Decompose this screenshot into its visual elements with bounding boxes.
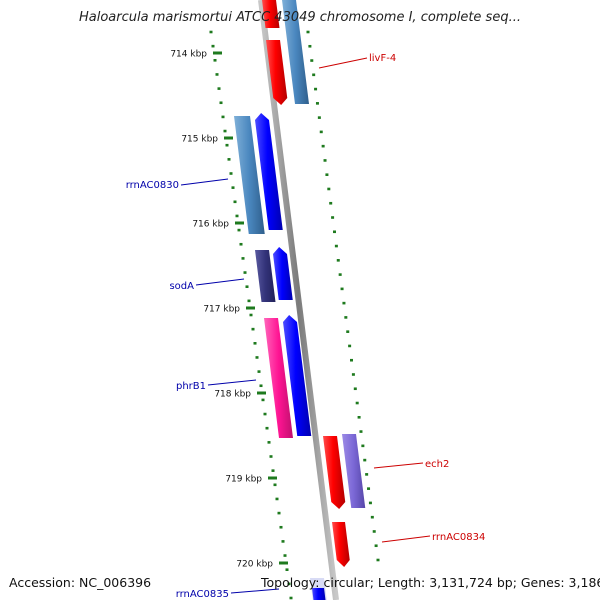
topology-text: Topology: circular; Length: 3,131,724 bp…	[261, 575, 600, 590]
rrnac0835-blue-arrow	[312, 588, 326, 600]
kbp-tick-label: 717 kbp	[203, 305, 240, 315]
gene-leader-line	[381, 535, 431, 543]
rrnac0834-red-arrow	[332, 522, 350, 567]
gene-leader-line	[230, 588, 280, 594]
gene-leader-line	[373, 462, 424, 469]
tick-dot-layer	[209, 30, 380, 600]
kbp-tick-label: 714 kbp	[170, 50, 207, 60]
map-title: Haloarcula marismortui ATCC 43049 chromo…	[79, 10, 521, 25]
gene-label[interactable]: ech2	[425, 459, 449, 470]
soda-gene-bar	[255, 250, 276, 302]
gene-leader-line	[180, 178, 229, 186]
accession-text: Accession: NC_006396	[9, 575, 152, 590]
gene-label[interactable]: livF-4	[369, 53, 396, 64]
phrb1-blue-arrow	[283, 315, 312, 436]
kbp-tick-label: 719 kbp	[225, 475, 262, 485]
kbp-tick-label: 715 kbp	[181, 135, 218, 145]
livf4-red-arrow	[266, 40, 288, 105]
feature-layer	[234, 0, 366, 600]
phrb1-gene-bar	[264, 318, 293, 438]
label-leader-layer	[180, 57, 431, 594]
ech2-red-arrow	[323, 436, 346, 509]
livf4-gene-bar	[282, 0, 309, 104]
rrnac0830-gene-bar	[234, 116, 265, 234]
kbp-tick-label: 720 kbp	[236, 560, 273, 570]
gene-label[interactable]: phrB1	[176, 381, 206, 392]
gene-label[interactable]: rrnAC0830	[126, 180, 179, 191]
gene-label[interactable]: rrnAC0834	[432, 532, 485, 543]
gene-leader-line	[318, 57, 368, 69]
soda-blue-arrow	[273, 247, 293, 300]
gene-label[interactable]: sodA	[169, 281, 194, 292]
backbone-line	[258, 0, 339, 601]
ech2-gene-bar	[342, 434, 366, 508]
rrnac0830-blue-arrow	[255, 113, 283, 230]
gene-leader-line	[207, 379, 257, 386]
gene-label[interactable]: rrnAC0835	[176, 589, 229, 600]
livf4-red-arrow-top	[262, 0, 280, 28]
gene-leader-line	[195, 278, 245, 286]
label-text-layer: 714 kbp 715 kbp 716 kbp 717 kbp 718 kbp 719 k…	[126, 50, 486, 601]
backbone-layer	[258, 0, 339, 601]
kbp-tick-label: 718 kbp	[214, 390, 251, 400]
kbp-tick-label: 716 kbp	[192, 220, 229, 230]
